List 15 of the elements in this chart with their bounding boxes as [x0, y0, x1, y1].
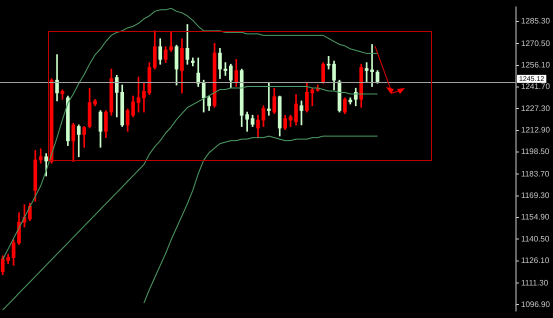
y-tick-label: 1212.90: [521, 125, 550, 134]
candlestick: [300, 100, 304, 126]
y-tick-label: 1111.30: [521, 278, 549, 288]
y-tick-label: 1227.30: [521, 104, 550, 113]
y-tick-label: 1285.30: [521, 16, 550, 26]
y-tick-label: 1096.90: [521, 300, 550, 309]
y-tick-label: 1169.30: [521, 191, 550, 200]
y-tick-label: 1256.10: [521, 60, 550, 70]
y-tick-label: 1140.50: [521, 234, 550, 244]
y-tick-label: 1183.70: [521, 169, 550, 178]
y-tick-label: 1241.70: [521, 82, 550, 92]
y-tick-label: 1198.50: [521, 147, 550, 156]
y-tick-label: 1154.90: [521, 212, 550, 222]
y-tick-label: 1270.50: [521, 38, 550, 48]
y-tick-label: 1126.10: [521, 256, 550, 266]
